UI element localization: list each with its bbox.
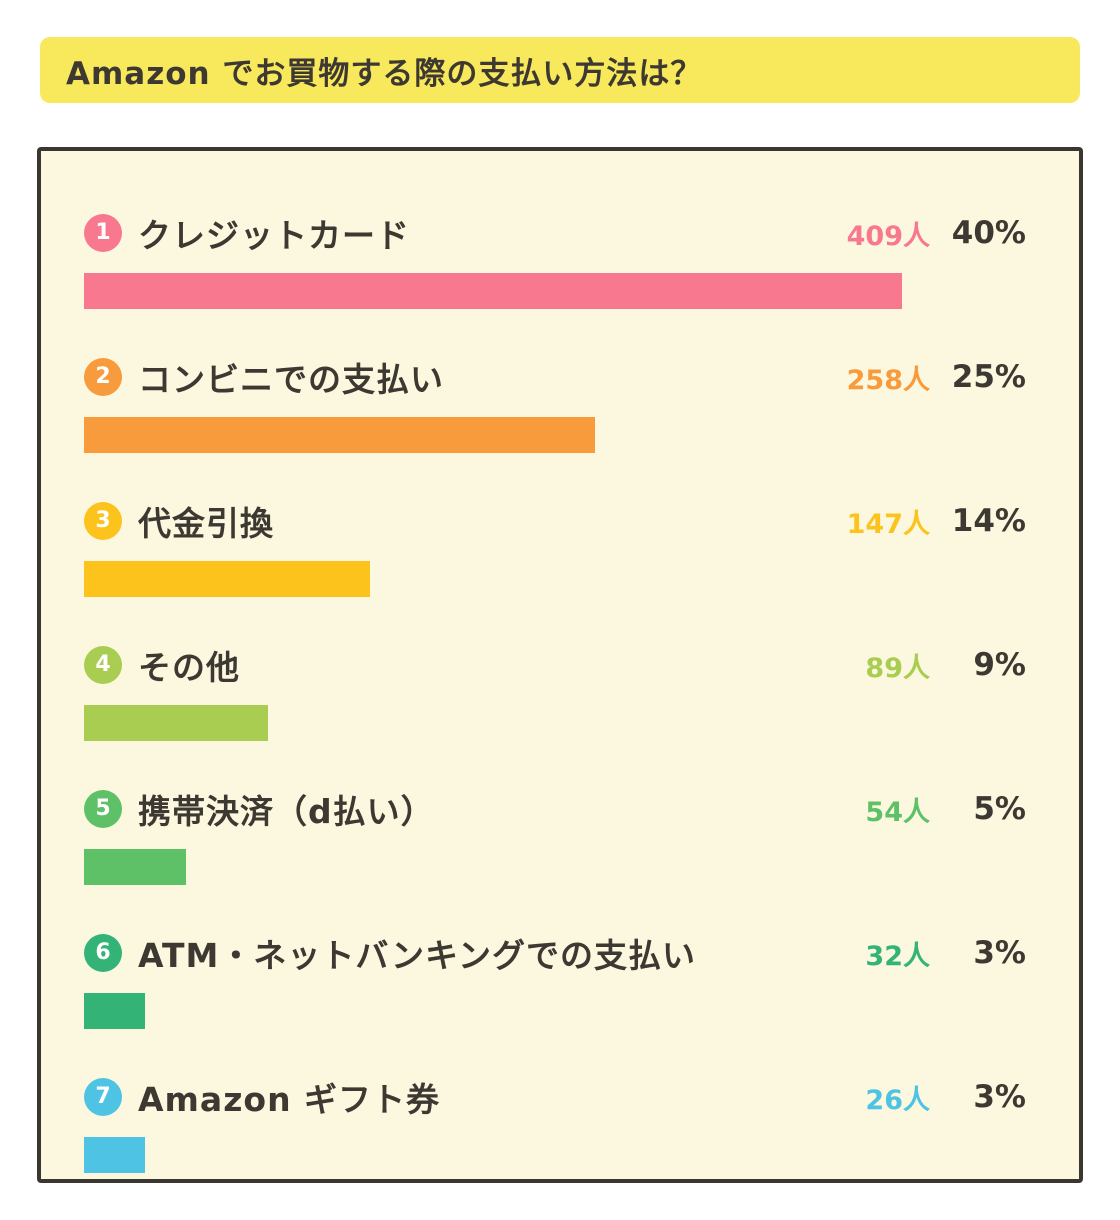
row-header: 7 Amazon ギフト券 26人 3% — [84, 1073, 1026, 1121]
count-value: 54人 — [865, 796, 930, 828]
count-value: 32人 — [865, 940, 930, 972]
rank-badge: 4 — [84, 646, 122, 684]
chart-row: 3 代金引換 147人 14% — [84, 497, 1026, 597]
row-header: 5 携帯決済（d払い） 54人 5% — [84, 785, 1026, 833]
rank-badge: 1 — [84, 214, 122, 252]
count-value: 409人 — [846, 220, 930, 252]
chart-row: 4 その他 89人 9% — [84, 641, 1026, 741]
chart-row: 1 クレジットカード 409人 40% — [84, 209, 1026, 309]
row-header: 6 ATM・ネットバンキングでの支払い 32人 3% — [84, 929, 1026, 977]
chart-title: Amazon でお買物する際の支払い方法は？ — [40, 37, 1080, 103]
percent-value: 14% — [951, 503, 1026, 539]
bar — [84, 1137, 145, 1173]
percent-value: 9% — [973, 647, 1026, 683]
rank-badge: 2 — [84, 358, 122, 396]
category-label: その他 — [138, 648, 240, 687]
row-header: 4 その他 89人 9% — [84, 641, 1026, 689]
rank-badge: 5 — [84, 790, 122, 828]
percent-value: 25% — [951, 359, 1026, 395]
row-header: 1 クレジットカード 409人 40% — [84, 209, 1026, 257]
bar — [84, 561, 370, 597]
chart-panel: 1 クレジットカード 409人 40% 2 コンビニでの支払い 258人 25%… — [37, 147, 1083, 1183]
count-value: 258人 — [846, 364, 930, 396]
bar — [84, 849, 186, 885]
category-label: 携帯決済（d払い） — [138, 792, 435, 831]
count-value: 26人 — [865, 1084, 930, 1116]
bar — [84, 273, 902, 309]
bar — [84, 993, 145, 1029]
category-label: 代金引換 — [138, 504, 274, 543]
percent-value: 3% — [973, 1079, 1026, 1115]
rank-badge: 3 — [84, 502, 122, 540]
percent-value: 3% — [973, 935, 1026, 971]
percent-value: 5% — [973, 791, 1026, 827]
bar — [84, 705, 268, 741]
percent-value: 40% — [951, 215, 1026, 251]
chart-row: 2 コンビニでの支払い 258人 25% — [84, 353, 1026, 453]
chart-row: 5 携帯決済（d払い） 54人 5% — [84, 785, 1026, 885]
row-header: 2 コンビニでの支払い 258人 25% — [84, 353, 1026, 401]
rank-badge: 6 — [84, 934, 122, 972]
chart-row: 7 Amazon ギフト券 26人 3% — [84, 1073, 1026, 1173]
count-value: 89人 — [865, 652, 930, 684]
bar — [84, 417, 595, 453]
rank-badge: 7 — [84, 1078, 122, 1116]
category-label: Amazon ギフト券 — [138, 1080, 441, 1119]
count-value: 147人 — [846, 508, 930, 540]
chart-row: 6 ATM・ネットバンキングでの支払い 32人 3% — [84, 929, 1026, 1029]
category-label: クレジットカード — [138, 216, 410, 255]
row-header: 3 代金引換 147人 14% — [84, 497, 1026, 545]
category-label: コンビニでの支払い — [138, 360, 444, 399]
category-label: ATM・ネットバンキングでの支払い — [138, 936, 696, 975]
